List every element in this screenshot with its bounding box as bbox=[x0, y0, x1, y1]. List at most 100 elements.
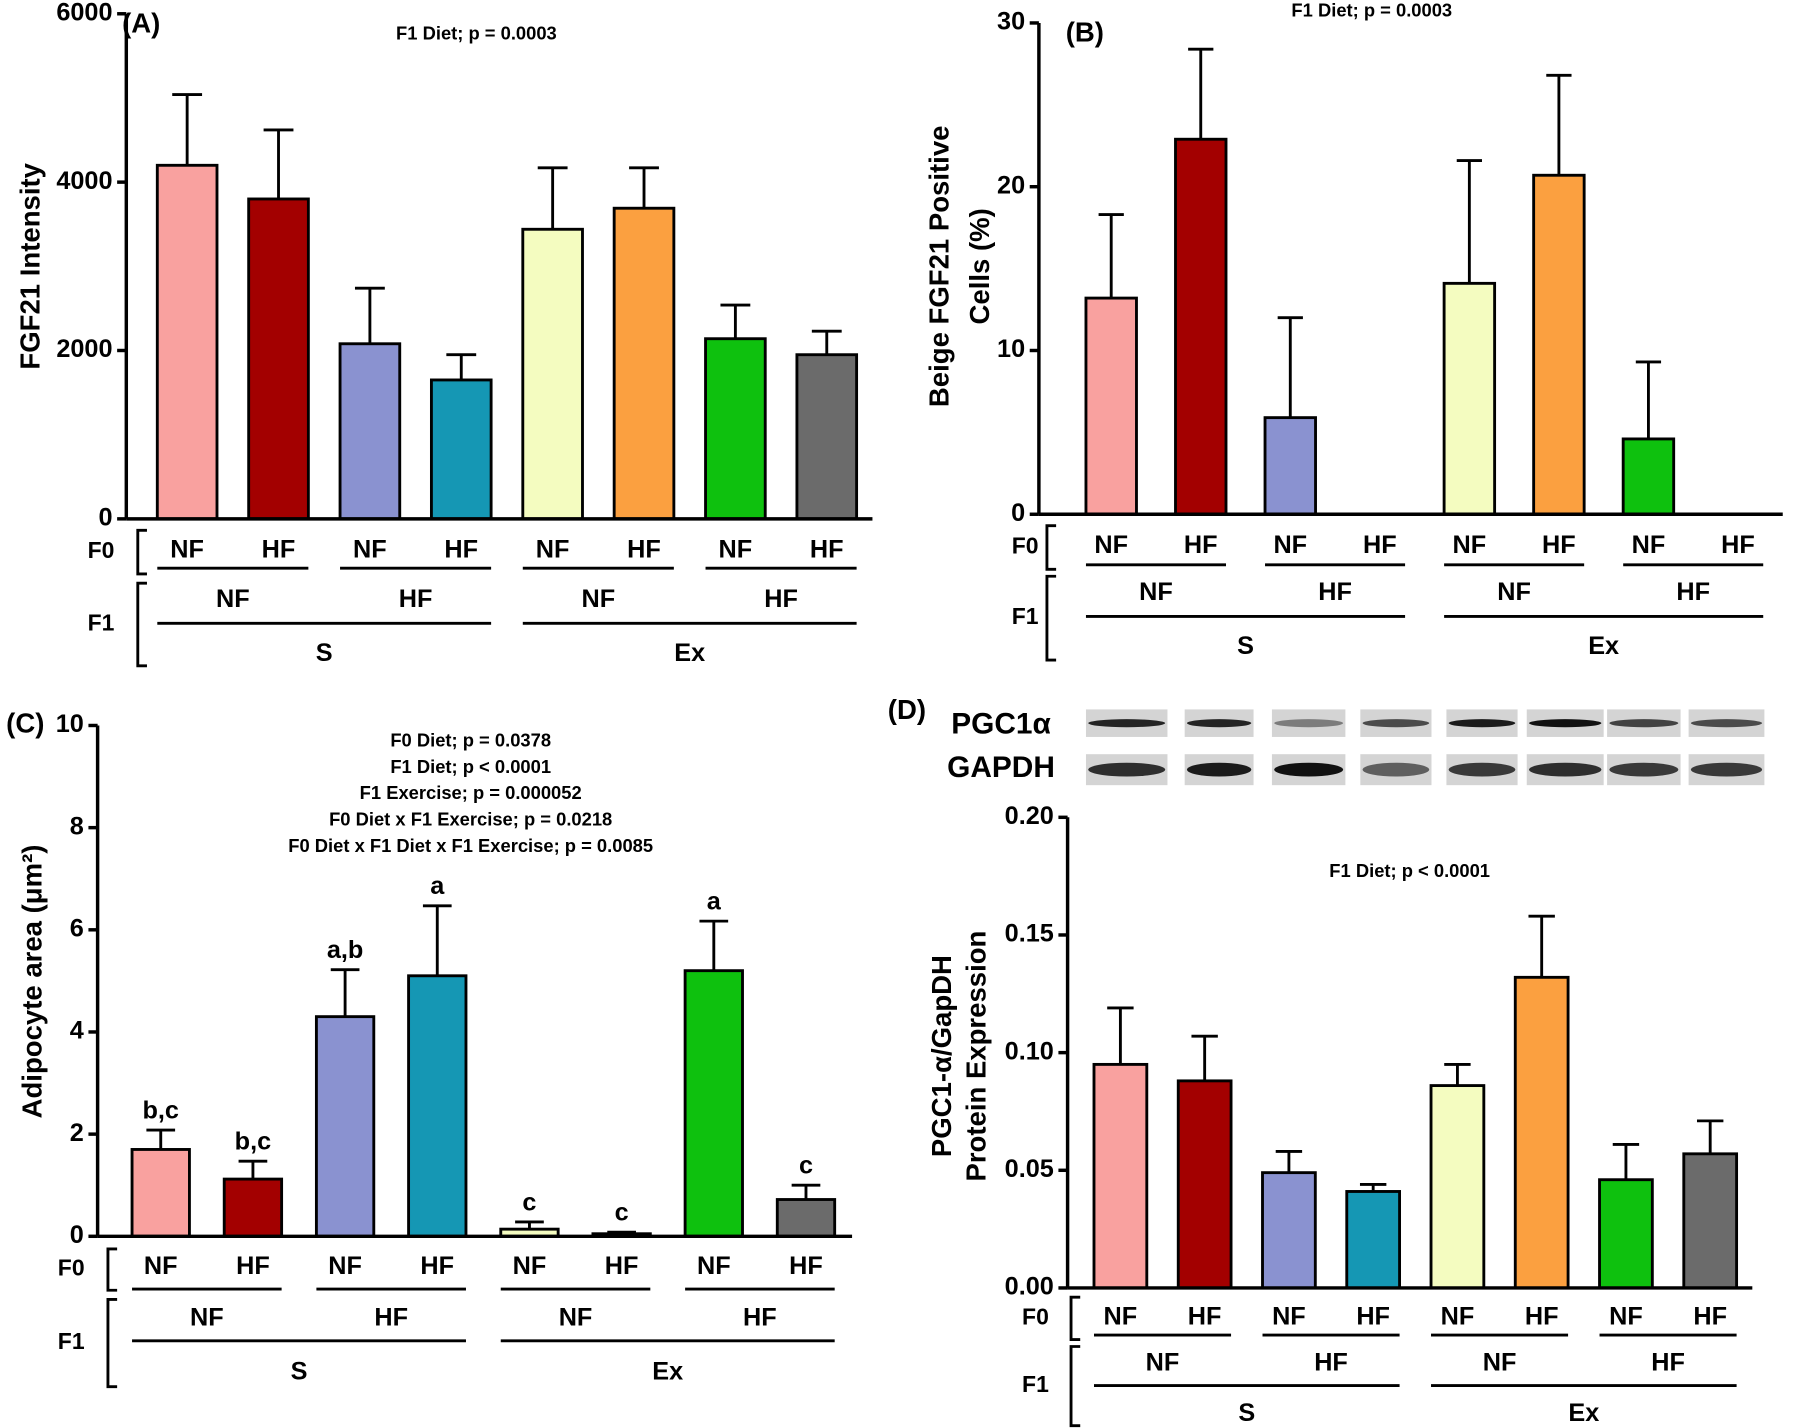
group-label: Ex bbox=[1568, 1399, 1599, 1427]
bar-label: a,b bbox=[327, 936, 363, 964]
bar bbox=[1513, 975, 1570, 1290]
group-label: NF bbox=[190, 1304, 224, 1332]
x-tick-label: HF bbox=[1721, 531, 1755, 559]
bracket bbox=[1045, 524, 1057, 571]
bar-label: a bbox=[430, 872, 445, 900]
x-tick-label: NF bbox=[1441, 1302, 1475, 1330]
x-tick-label: HF bbox=[627, 536, 661, 564]
blot-band bbox=[1088, 762, 1166, 777]
group-label: HF bbox=[1676, 578, 1710, 606]
bracket bbox=[1069, 1345, 1081, 1428]
x-tick-label: NF bbox=[1609, 1302, 1643, 1330]
annotation: F0 Diet; p = 0.0378 bbox=[390, 729, 551, 750]
bar bbox=[1429, 1084, 1486, 1290]
x-tick-label: HF bbox=[1356, 1302, 1390, 1330]
group-label: NF bbox=[216, 585, 250, 613]
bracket bbox=[136, 581, 147, 668]
x-tick-label: NF bbox=[1632, 531, 1666, 559]
group-label: NF bbox=[581, 585, 615, 613]
bar-label: b,c bbox=[235, 1128, 271, 1156]
group-label: Ex bbox=[674, 639, 705, 667]
x-tick-label: NF bbox=[697, 1252, 731, 1280]
group-label: NF bbox=[1483, 1348, 1517, 1376]
blot-band bbox=[1690, 762, 1763, 777]
group-label: NF bbox=[1497, 578, 1531, 606]
annotation: F1 Diet; p = 0.0003 bbox=[396, 22, 557, 43]
x-tick-label: HF bbox=[236, 1252, 270, 1280]
x-tick-label: NF bbox=[1273, 531, 1307, 559]
group-label: S bbox=[291, 1358, 308, 1386]
annotation: F0 Diet x F1 Exercise; p = 0.0218 bbox=[329, 809, 612, 830]
x-tick-label: NF bbox=[328, 1252, 362, 1280]
x-tick-label: NF bbox=[719, 536, 753, 564]
bracket bbox=[106, 1297, 118, 1389]
y-axis-label: Beige FGF21 Positive bbox=[924, 126, 955, 408]
x-tick-label: HF bbox=[1363, 531, 1397, 559]
group-label: NF bbox=[559, 1304, 593, 1332]
group-label: HF bbox=[374, 1304, 408, 1332]
y-tick-label: 2 bbox=[70, 1119, 84, 1147]
annotation: F1 Diet; p < 0.0001 bbox=[390, 756, 551, 777]
x-tick-label: NF bbox=[1272, 1302, 1306, 1330]
bar bbox=[1532, 173, 1586, 516]
bar bbox=[521, 227, 584, 521]
bar bbox=[247, 197, 310, 521]
bar bbox=[795, 353, 859, 521]
bar bbox=[1174, 137, 1228, 516]
group-label: NF bbox=[1146, 1348, 1180, 1376]
bar bbox=[429, 378, 493, 521]
bracket bbox=[1045, 574, 1057, 662]
blot-band bbox=[1529, 719, 1602, 728]
bar bbox=[314, 1015, 376, 1238]
bar bbox=[1345, 1190, 1402, 1290]
x-tick-label: HF bbox=[1693, 1302, 1727, 1330]
blot-band bbox=[1448, 762, 1516, 777]
group-label: HF bbox=[1318, 578, 1352, 606]
x-tick-label: NF bbox=[170, 536, 204, 564]
x-tick-label: HF bbox=[810, 536, 844, 564]
x-tick-label: NF bbox=[1094, 531, 1128, 559]
y-tick-label: 10 bbox=[56, 710, 84, 738]
x-tick-label: NF bbox=[1453, 531, 1487, 559]
bar bbox=[222, 1177, 284, 1238]
row-label: F1 bbox=[88, 610, 115, 636]
blot-band bbox=[1609, 762, 1679, 777]
x-tick-label: NF bbox=[536, 536, 570, 564]
bar bbox=[1598, 1178, 1654, 1290]
blot-band bbox=[1690, 719, 1763, 728]
blot-band bbox=[1274, 762, 1344, 777]
blot-band bbox=[1362, 762, 1430, 777]
group-label: S bbox=[1237, 632, 1254, 660]
blot-label: PGC1α bbox=[951, 707, 1051, 740]
y-tick-label: 0.05 bbox=[1005, 1155, 1054, 1183]
bar bbox=[1621, 437, 1676, 516]
row-label: F0 bbox=[58, 1255, 85, 1281]
bar bbox=[1084, 296, 1138, 516]
row-label: F1 bbox=[58, 1328, 85, 1354]
row-label: F0 bbox=[1022, 1303, 1049, 1329]
y-tick-label: 2000 bbox=[56, 335, 112, 363]
y-tick-label: 8 bbox=[70, 812, 84, 840]
row-label: F0 bbox=[88, 537, 115, 563]
bracket bbox=[1069, 1295, 1081, 1342]
x-tick-label: NF bbox=[353, 536, 387, 564]
y-tick-label: 0.10 bbox=[1005, 1037, 1054, 1065]
panel-label: (D) bbox=[888, 694, 926, 725]
annotation: F1 Diet; p = 0.0003 bbox=[1291, 0, 1452, 20]
bracket bbox=[136, 528, 147, 576]
bar-label: c bbox=[799, 1152, 813, 1180]
annotation: F1 Exercise; p = 0.000052 bbox=[360, 782, 582, 803]
blot-lane bbox=[1271, 709, 1346, 737]
bar bbox=[1442, 281, 1497, 516]
group-label: Ex bbox=[652, 1358, 683, 1386]
annotation: F1 Diet; p < 0.0001 bbox=[1329, 860, 1490, 881]
y-tick-label: 30 bbox=[997, 8, 1025, 36]
blot-band bbox=[1529, 762, 1602, 777]
row-label: F1 bbox=[1022, 1371, 1049, 1397]
bar bbox=[704, 337, 767, 521]
group-label: Ex bbox=[1588, 632, 1619, 660]
group-label: HF bbox=[764, 585, 798, 613]
panel-label: (C) bbox=[6, 708, 44, 739]
x-tick-label: HF bbox=[444, 536, 478, 564]
row-label: F1 bbox=[1012, 603, 1039, 629]
